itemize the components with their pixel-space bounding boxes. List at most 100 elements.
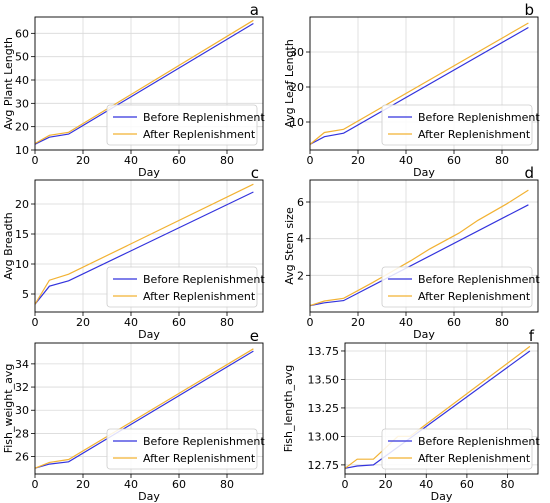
panel-letter: f — [529, 327, 535, 345]
x-tick-label: 60 — [172, 316, 186, 329]
plot-frame — [309, 16, 539, 151]
y-tick-label: 40 — [15, 74, 29, 87]
x-tick-label: 0 — [32, 154, 39, 167]
legend-entry: Before Replenishment — [143, 435, 265, 448]
y-tick-label: 26 — [15, 451, 29, 464]
series-line-before — [34, 350, 254, 469]
y-tick-label: 12.75 — [308, 459, 340, 472]
legend: Before Replenishment After Replenishment — [381, 428, 540, 470]
plot-frame — [344, 342, 539, 475]
x-tick-label: 40 — [124, 154, 138, 167]
x-tick-label: 40 — [124, 316, 138, 329]
y-tick-label: 50 — [15, 51, 29, 64]
x-axis-label: Day — [413, 166, 435, 179]
panel-letter: d — [524, 164, 534, 182]
legend: Before Replenishment After Replenishment — [106, 428, 265, 470]
x-tick-label: 60 — [172, 154, 186, 167]
series-line-after — [34, 19, 254, 145]
legend: Before Replenishment After Replenishment — [381, 266, 540, 308]
y-axis-label: Avg Stem size — [283, 207, 296, 285]
x-axis-label: Day — [431, 490, 453, 503]
y-tick-label: 2 — [297, 269, 304, 282]
y-tick-label: 13.25 — [308, 402, 340, 415]
x-tick-label: 40 — [399, 316, 413, 329]
y-tick-label: 20 — [15, 121, 29, 134]
x-tick-label: 0 — [32, 316, 39, 329]
legend-entry: After Replenishment — [143, 452, 256, 465]
y-tick-label: 10 — [15, 258, 29, 271]
y-tick-label: 30 — [15, 404, 29, 417]
plot-frame — [309, 179, 539, 313]
legend: Before Replenishment After Replenishment — [106, 104, 265, 146]
y-tick-label: 32 — [15, 381, 29, 394]
x-tick-label: 80 — [220, 478, 234, 491]
panel-f: 0 20 40 60 80 12.75 13.00 13.25 13.50 13.75 Day Fis… — [282, 327, 540, 503]
series-line-after — [34, 348, 254, 469]
legend-box — [381, 428, 533, 470]
legend-box — [106, 428, 258, 470]
series-line-after — [34, 183, 254, 305]
legend-box — [381, 104, 533, 146]
panel-letter: c — [251, 164, 259, 182]
plot-frame — [34, 16, 264, 151]
y-tick-label: 5 — [22, 288, 29, 301]
x-tick-label: 20 — [351, 316, 365, 329]
y-tick-label: 13.50 — [308, 373, 340, 386]
panel-c: 0 20 40 60 80 5 10 15 20 Day Avg Breadth c Before Re… — [2, 164, 265, 341]
y-tick-label: 20 — [15, 198, 29, 211]
x-tick-label: 40 — [419, 478, 433, 491]
series-line-before — [309, 204, 529, 307]
y-tick-label: 34 — [15, 358, 29, 371]
legend: Before Replenishment After Replenishment — [106, 266, 265, 308]
legend-entry: After Replenishment — [143, 290, 256, 303]
x-tick-label: 20 — [76, 316, 90, 329]
x-tick-label: 80 — [501, 478, 515, 491]
panel-a: 0 20 40 60 80 10 20 30 40 50 60 Day Avg Plant Length… — [2, 1, 265, 179]
legend-box — [381, 266, 533, 308]
x-tick-label: 0 — [307, 154, 314, 167]
panel-letter: b — [524, 1, 534, 19]
legend-entry: After Replenishment — [418, 290, 531, 303]
x-tick-label: 40 — [124, 478, 138, 491]
y-axis-label: Fish_weight_avg — [2, 364, 15, 454]
plot-frame — [34, 179, 264, 313]
x-tick-label: 20 — [76, 154, 90, 167]
x-tick-label: 0 — [342, 478, 349, 491]
y-axis-label: Fish_length_avg — [282, 365, 295, 453]
legend-entry: After Replenishment — [418, 128, 531, 141]
x-tick-label: 20 — [379, 478, 393, 491]
series-line-before — [34, 191, 254, 305]
x-tick-label: 60 — [172, 478, 186, 491]
legend-entry: Before Replenishment — [143, 111, 265, 124]
y-tick-label: 30 — [290, 46, 304, 59]
legend-entry: After Replenishment — [418, 452, 531, 465]
panel-b: 0 20 40 60 80 10 20 30 Day Avg Leaf Length b Before… — [283, 1, 540, 179]
x-tick-label: 80 — [495, 154, 509, 167]
panel-e: 0 20 40 60 80 26 28 30 32 34 Day Fish_weight_avg e Be… — [2, 327, 265, 503]
legend-entry: Before Replenishment — [143, 273, 265, 286]
panel-letter: a — [250, 1, 259, 19]
series-line-before — [344, 350, 531, 469]
y-axis-label: Avg Breadth — [2, 212, 15, 280]
x-axis-label: Day — [413, 328, 435, 341]
legend-box — [106, 266, 258, 308]
legend-entry: Before Replenishment — [418, 435, 540, 448]
panel-letter: e — [250, 327, 259, 345]
x-tick-label: 20 — [76, 478, 90, 491]
x-tick-label: 40 — [399, 154, 413, 167]
x-tick-label: 0 — [307, 316, 314, 329]
x-tick-label: 60 — [447, 316, 461, 329]
y-tick-label: 60 — [15, 27, 29, 40]
series-line-after — [309, 22, 529, 145]
x-tick-label: 80 — [220, 316, 234, 329]
y-tick-label: 13.00 — [308, 430, 340, 443]
x-tick-label: 80 — [220, 154, 234, 167]
legend: Before Replenishment After Replenishment — [381, 104, 540, 146]
y-tick-label: 20 — [290, 81, 304, 94]
y-tick-label: 15 — [15, 228, 29, 241]
x-tick-label: 80 — [495, 316, 509, 329]
plot-frame — [34, 342, 264, 475]
series-line-after — [309, 189, 529, 307]
series-line-before — [34, 22, 254, 145]
x-axis-label: Day — [138, 328, 160, 341]
